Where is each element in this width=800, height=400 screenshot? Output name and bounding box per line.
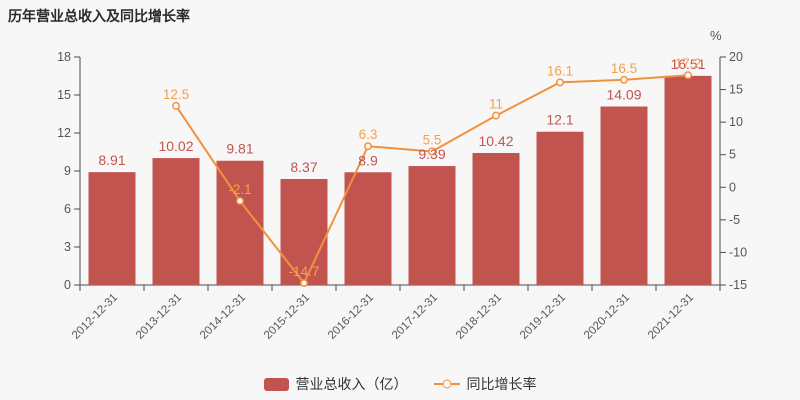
bar-value-label: 14.09 (606, 87, 641, 103)
right-axis-tick-label: -10 (729, 245, 747, 259)
x-axis-label: 2020-12-31 (582, 292, 632, 342)
line-value-label: 11 (489, 97, 503, 112)
bar-value-label: 9.81 (226, 141, 253, 157)
x-axis-label: 2019-12-31 (518, 292, 568, 342)
bar-2016-12-31[interactable] (344, 172, 392, 285)
right-axis-tick-label: -15 (729, 278, 747, 292)
bar-2018-12-31[interactable] (472, 153, 520, 285)
left-axis-tick-label: 12 (57, 126, 71, 140)
legend-label-revenue: 营业总收入（亿） (295, 376, 408, 392)
right-axis-tick-label: 20 (729, 50, 743, 64)
left-axis-tick-label: 0 (64, 278, 71, 292)
right-axis-tick-label: 15 (729, 83, 743, 97)
left-axis-tick-label: 18 (57, 50, 71, 64)
bar-value-label: 9.39 (418, 146, 445, 162)
left-axis-tick-label: 9 (64, 164, 71, 178)
line-value-label: 6.3 (359, 127, 378, 142)
bar-series-swatch (263, 377, 289, 391)
line-value-label: 5.5 (423, 132, 442, 147)
right-axis-tick-label: 0 (729, 180, 736, 194)
bar-2020-12-31[interactable] (600, 106, 648, 285)
x-axis-label: 2013-12-31 (134, 292, 184, 342)
line-value-label: 16.1 (547, 63, 573, 78)
line-value-label: -14.7 (289, 264, 320, 279)
left-axis-tick-label: 3 (64, 240, 71, 254)
bar-value-label: 8.91 (98, 152, 125, 168)
line-value-label: -2.1 (228, 182, 251, 197)
x-axis-label: 2018-12-31 (454, 292, 504, 342)
line-value-label: 16.5 (611, 61, 637, 76)
line-marker-2015-12-31[interactable] (300, 279, 308, 287)
line-marker-icon (442, 379, 451, 389)
right-axis-tick-label: 5 (729, 148, 736, 162)
line-marker-2020-12-31[interactable] (620, 75, 628, 84)
bar-2015-12-31[interactable] (280, 178, 328, 285)
line-marker-2019-12-31[interactable] (556, 78, 564, 87)
bar-2012-12-31[interactable] (88, 172, 136, 285)
bar-value-label: 8.9 (358, 152, 378, 168)
x-axis-label: 2021-12-31 (646, 292, 696, 342)
right-axis-unit: % (710, 28, 722, 43)
line-marker-2017-12-31[interactable] (428, 147, 436, 156)
legend-item-revenue[interactable]: 营业总收入（亿） (263, 374, 408, 394)
x-axis-label: 2016-12-31 (326, 292, 376, 342)
x-axis-label: 2017-12-31 (390, 292, 440, 342)
bar-value-label: 8.37 (290, 159, 317, 175)
bar-2021-12-31[interactable] (664, 75, 712, 285)
bar-value-label: 10.02 (158, 138, 193, 154)
left-axis-tick-label: 15 (57, 88, 71, 102)
line-marker-2021-12-31[interactable] (684, 71, 692, 80)
bar-value-label: 16.51 (670, 56, 705, 72)
bar-value-label: 12.1 (546, 112, 573, 128)
legend-item-growth[interactable]: 同比增长率 (433, 374, 537, 394)
line-series-swatch (433, 379, 460, 389)
legend-label-growth: 同比增长率 (466, 376, 537, 392)
right-axis-tick-label: -5 (729, 213, 740, 227)
line-marker-2014-12-31[interactable] (236, 197, 244, 205)
line-marker-2018-12-31[interactable] (492, 111, 500, 120)
x-axis-label: 2014-12-31 (198, 292, 248, 342)
bar-2014-12-31[interactable] (216, 160, 264, 285)
bar-value-label: 10.42 (478, 133, 513, 149)
line-value-label: 12.5 (163, 87, 189, 102)
x-axis-label: 2012-12-31 (70, 292, 120, 342)
bar-2019-12-31[interactable] (536, 131, 584, 285)
x-axis-label: 2015-12-31 (262, 292, 312, 342)
line-value-label: 17.2 (675, 56, 701, 71)
left-axis-tick-label: 6 (64, 202, 71, 216)
line-marker-2013-12-31[interactable] (172, 101, 180, 110)
bar-2017-12-31[interactable] (408, 166, 456, 285)
bar-2013-12-31[interactable] (152, 158, 200, 285)
legend: 营业总收入（亿） 同比增长率 (0, 374, 800, 394)
line-marker-2016-12-31[interactable] (364, 142, 372, 151)
right-axis-tick-label: 10 (729, 115, 743, 129)
chart-title: 历年营业总收入及同比增长率 (8, 8, 190, 24)
